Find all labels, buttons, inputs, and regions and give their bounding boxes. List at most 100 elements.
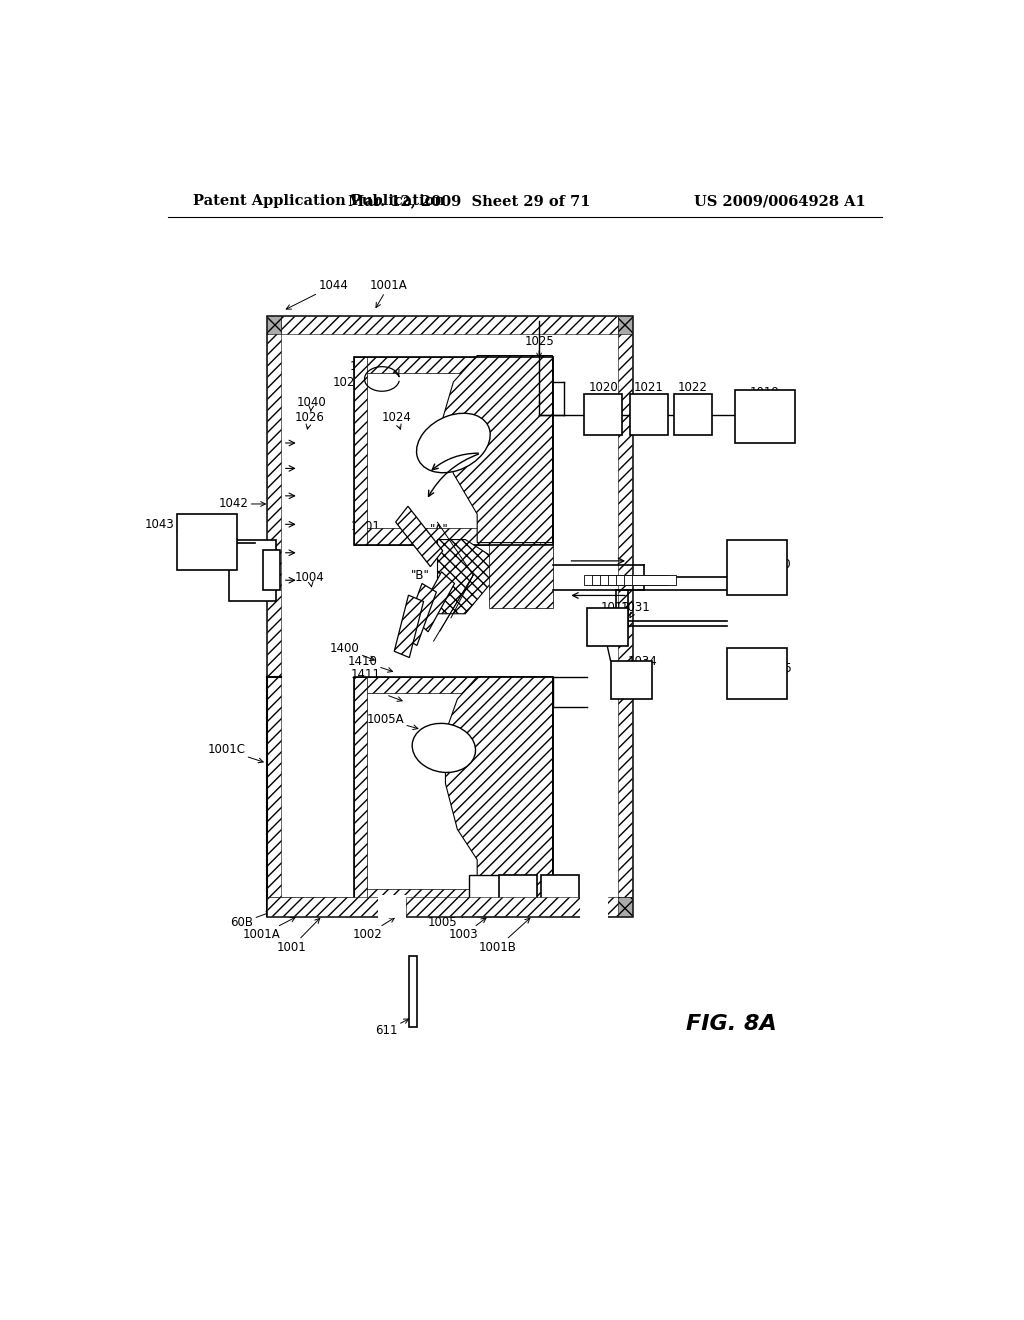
- Polygon shape: [445, 677, 553, 903]
- Text: 1034: 1034: [628, 655, 657, 671]
- Text: 1019: 1019: [750, 385, 779, 399]
- Text: "B": "B": [411, 569, 429, 582]
- Polygon shape: [441, 355, 553, 543]
- Text: 1001: 1001: [276, 919, 319, 953]
- Text: 1028: 1028: [524, 396, 554, 412]
- Bar: [263, 549, 281, 590]
- Text: 1001A: 1001A: [370, 279, 408, 308]
- Bar: [267, 898, 378, 916]
- Bar: [541, 875, 579, 911]
- Bar: [632, 576, 676, 585]
- Bar: [267, 898, 632, 916]
- Text: 1002: 1002: [352, 917, 394, 941]
- Bar: [354, 356, 367, 545]
- Polygon shape: [395, 507, 442, 566]
- Bar: [489, 545, 553, 607]
- Bar: [587, 607, 628, 647]
- Text: 1001A: 1001A: [243, 917, 295, 941]
- Bar: [469, 875, 517, 906]
- Text: 1011: 1011: [459, 814, 504, 833]
- Text: 1004: 1004: [295, 570, 325, 587]
- Text: "A": "A": [430, 523, 449, 536]
- Bar: [727, 540, 786, 595]
- Text: 611: 611: [376, 1019, 409, 1038]
- Bar: [592, 576, 636, 585]
- Polygon shape: [415, 572, 455, 632]
- Bar: [378, 895, 406, 917]
- Bar: [354, 356, 553, 372]
- Bar: [267, 315, 632, 334]
- Text: 1001B: 1001B: [479, 919, 529, 953]
- Bar: [581, 895, 608, 917]
- Text: FIG. 8A: FIG. 8A: [686, 1014, 776, 1035]
- Text: 1012: 1012: [601, 601, 631, 618]
- Text: 1020: 1020: [589, 380, 618, 393]
- Text: 1023: 1023: [525, 366, 556, 383]
- Text: 1025: 1025: [524, 335, 554, 358]
- Bar: [177, 515, 237, 570]
- Text: 1024: 1024: [381, 411, 412, 429]
- Bar: [617, 898, 632, 916]
- Text: 1043: 1043: [144, 517, 204, 541]
- Polygon shape: [402, 583, 436, 645]
- Bar: [585, 576, 628, 585]
- Text: 1042: 1042: [219, 498, 265, 511]
- Text: 1021: 1021: [634, 380, 664, 393]
- Bar: [354, 356, 553, 545]
- Polygon shape: [437, 540, 553, 614]
- Text: 1001C: 1001C: [208, 743, 263, 763]
- Bar: [617, 315, 632, 898]
- Text: 60B: 60B: [230, 911, 271, 929]
- Text: 1412: 1412: [356, 682, 402, 701]
- Bar: [727, 648, 786, 700]
- Text: 1031: 1031: [621, 601, 651, 618]
- Bar: [409, 956, 417, 1027]
- Text: Mar. 12, 2009  Sheet 29 of 71: Mar. 12, 2009 Sheet 29 of 71: [348, 194, 591, 209]
- Bar: [624, 576, 668, 585]
- Bar: [608, 576, 652, 585]
- Bar: [367, 372, 540, 528]
- Bar: [267, 898, 282, 916]
- Bar: [600, 576, 644, 585]
- Bar: [735, 391, 795, 444]
- Bar: [610, 660, 652, 700]
- Text: 1015: 1015: [763, 663, 793, 675]
- Bar: [354, 677, 367, 906]
- Bar: [585, 395, 623, 434]
- Text: 1022: 1022: [678, 380, 708, 393]
- Bar: [267, 315, 282, 916]
- Bar: [354, 677, 553, 693]
- Bar: [267, 315, 282, 334]
- Bar: [354, 677, 553, 906]
- Text: 1032: 1032: [518, 517, 548, 536]
- Bar: [674, 395, 712, 434]
- Text: 1041: 1041: [349, 358, 380, 374]
- Text: 1030: 1030: [761, 558, 791, 572]
- Text: US 2009/0064928 A1: US 2009/0064928 A1: [694, 194, 866, 209]
- Text: 1044: 1044: [286, 279, 348, 309]
- Text: 1010: 1010: [473, 825, 519, 841]
- Bar: [617, 315, 632, 334]
- Bar: [616, 576, 659, 585]
- Text: 1026: 1026: [295, 411, 325, 429]
- Bar: [630, 395, 668, 434]
- Bar: [540, 677, 553, 906]
- Bar: [354, 890, 553, 906]
- Bar: [406, 898, 581, 916]
- Text: 1005: 1005: [428, 913, 466, 929]
- Bar: [477, 900, 509, 916]
- Ellipse shape: [413, 723, 475, 772]
- Bar: [228, 540, 276, 601]
- Bar: [500, 875, 538, 911]
- Text: 1411: 1411: [350, 668, 398, 686]
- Text: 1027: 1027: [332, 375, 366, 392]
- Bar: [367, 693, 540, 890]
- Text: 1410: 1410: [348, 655, 392, 672]
- Bar: [267, 315, 632, 916]
- Text: 1400: 1400: [330, 642, 375, 660]
- Text: 1003: 1003: [450, 917, 486, 941]
- Ellipse shape: [417, 413, 490, 473]
- Text: 1401: 1401: [350, 520, 402, 544]
- Bar: [540, 356, 553, 545]
- Text: Patent Application Publication: Patent Application Publication: [194, 194, 445, 209]
